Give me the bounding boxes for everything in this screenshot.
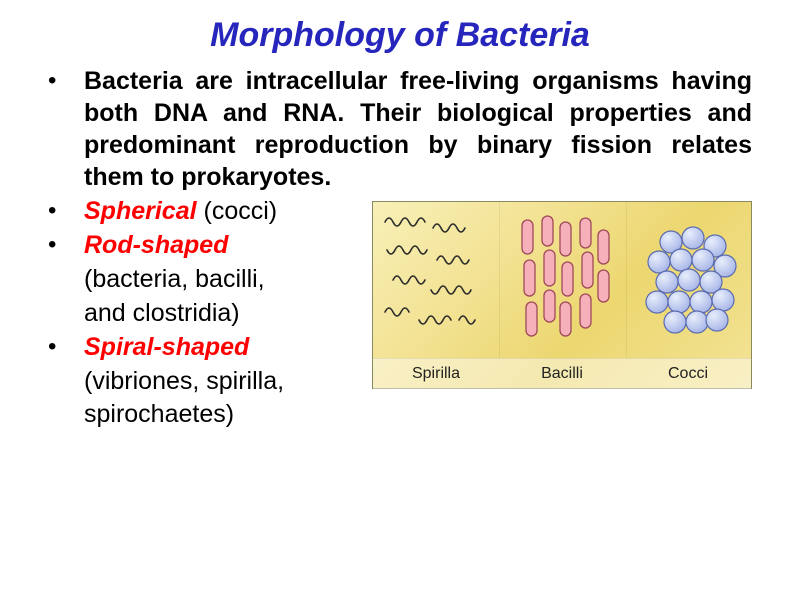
shape-label: Spiral-shaped: [84, 333, 249, 361]
shape-label: Rod-shaped: [84, 231, 228, 259]
diagram-column: Spirilla Bacilli Cocci: [372, 201, 752, 389]
spirilla-panel: [373, 202, 499, 358]
left-column: • Spherical (cocci) • Rod-shaped (bacter…: [48, 195, 354, 432]
spirilla-icon: [373, 202, 499, 358]
cocci-icon: [627, 202, 753, 358]
bullet-dot: •: [48, 65, 84, 193]
sub-text: (vibriones, spirilla, spirochaetes): [84, 365, 354, 431]
diagram-label-spirilla: Spirilla: [373, 359, 499, 390]
list-item-rod: • Rod-shaped: [48, 229, 354, 262]
intro-text: Bacteria are intracellular free-living o…: [84, 65, 752, 193]
diagram-panels: [373, 202, 751, 358]
sub-text: and clostridia): [84, 297, 354, 330]
diagram-label-bacilli: Bacilli: [499, 359, 625, 390]
bacteria-diagram: Spirilla Bacilli Cocci: [372, 201, 752, 389]
content-row: • Spherical (cocci) • Rod-shaped (bacter…: [48, 195, 752, 432]
intro-bullet: • Bacteria are intracellular free-living…: [48, 65, 752, 193]
bullet-dot: •: [48, 195, 84, 228]
bullet-dot: •: [48, 331, 84, 364]
shape-paren: (cocci): [197, 197, 278, 225]
sub-text: (bacteria, bacilli,: [84, 263, 354, 296]
diagram-label-cocci: Cocci: [625, 359, 751, 390]
list-item-spiral: • Spiral-shaped: [48, 331, 354, 364]
shape-label: Spherical: [84, 197, 197, 225]
list-item-spherical: • Spherical (cocci): [48, 195, 354, 228]
page-title: Morphology of Bacteria: [48, 16, 752, 55]
bacilli-icon: [500, 202, 626, 358]
diagram-labels: Spirilla Bacilli Cocci: [373, 358, 751, 390]
bullet-dot: •: [48, 229, 84, 262]
cocci-panel: [626, 202, 753, 358]
bacilli-panel: [499, 202, 626, 358]
